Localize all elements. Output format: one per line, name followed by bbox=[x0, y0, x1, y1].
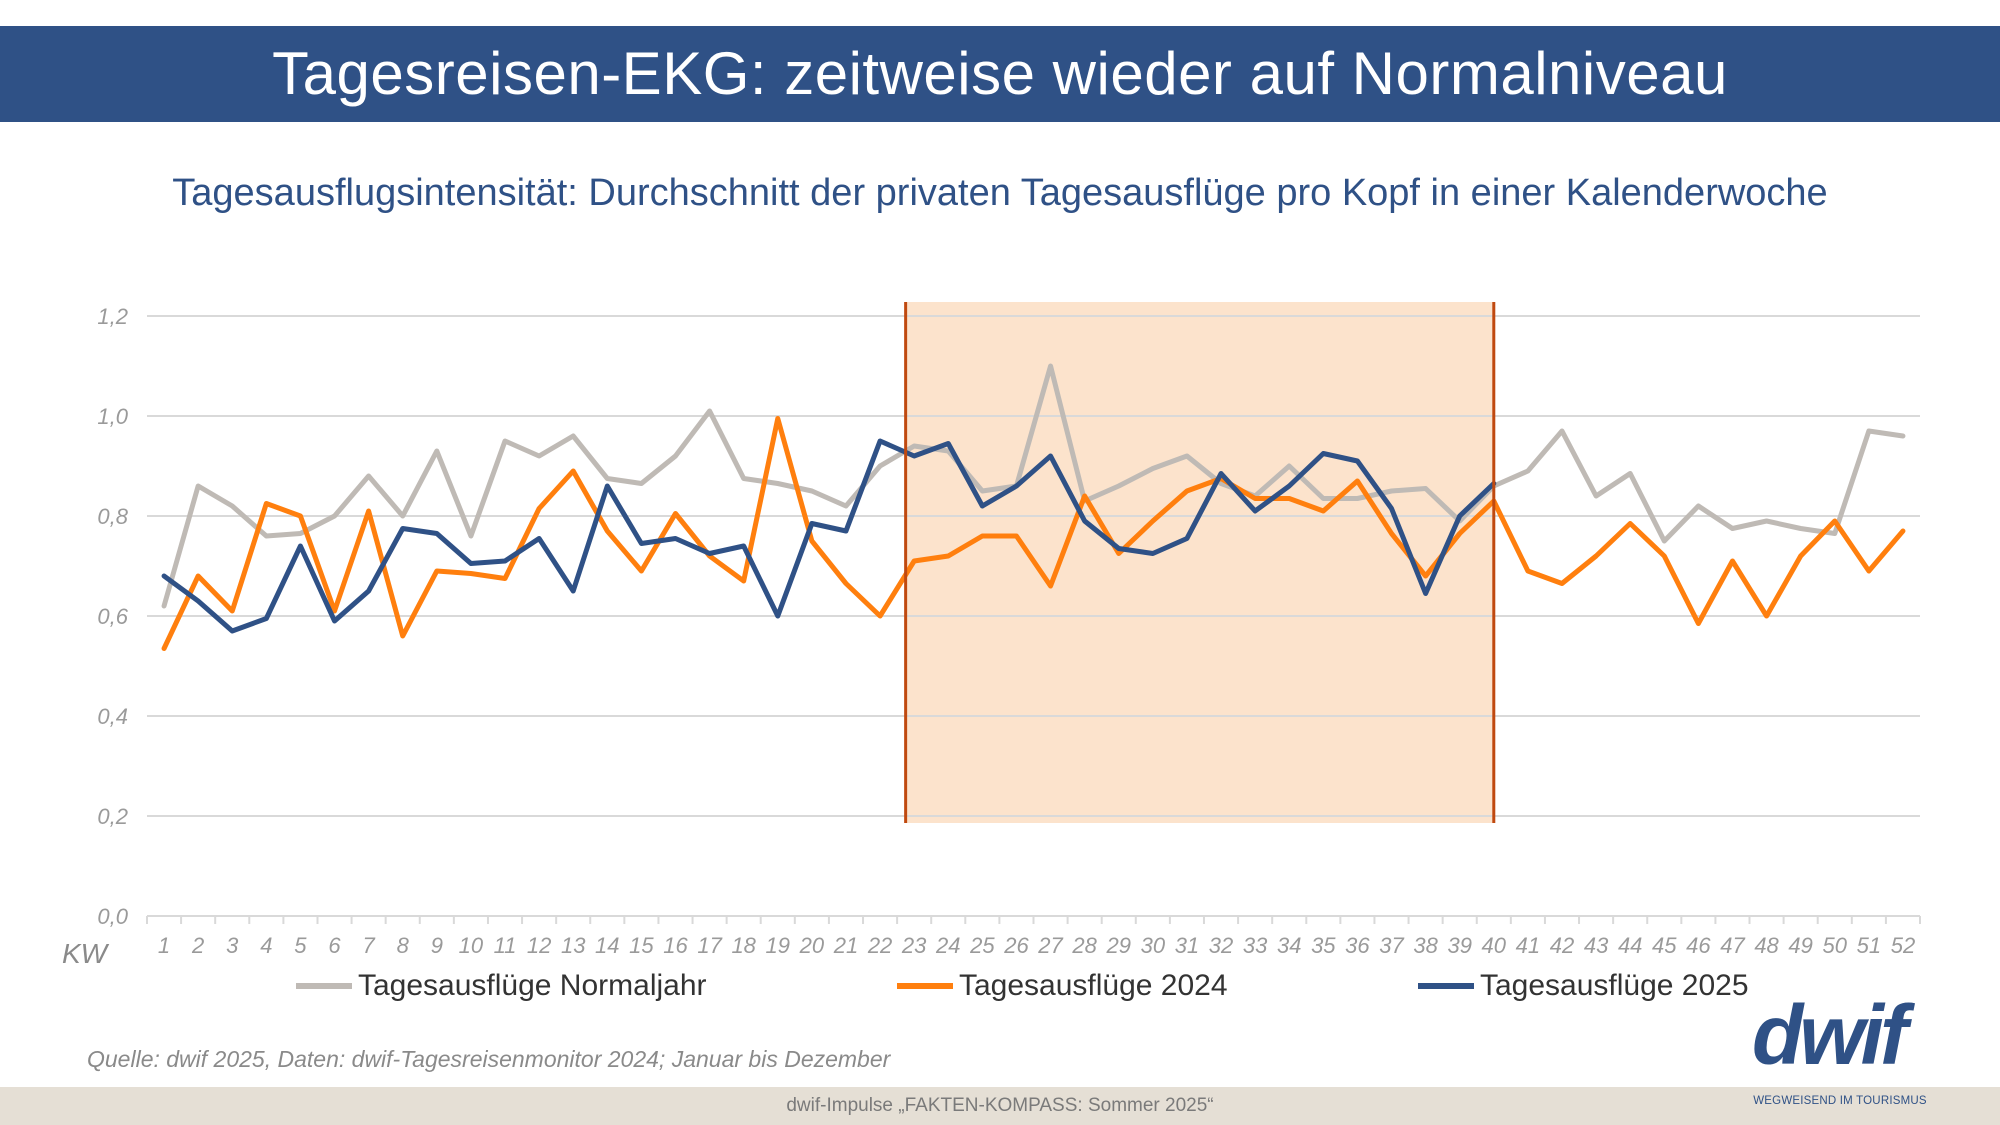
y-tick-label: 1,0 bbox=[97, 404, 128, 429]
x-tick-label: 17 bbox=[697, 933, 722, 958]
x-tick-label: 45 bbox=[1652, 933, 1677, 958]
x-tick-label: 46 bbox=[1686, 933, 1711, 958]
x-tick-label: 49 bbox=[1788, 933, 1812, 958]
y-tick-label: 1,2 bbox=[97, 304, 128, 329]
x-tick-label: 16 bbox=[663, 933, 688, 958]
x-axis-label: KW bbox=[62, 938, 110, 969]
footer-text: dwif-Impulse „FAKTEN-KOMPASS: Sommer 202… bbox=[786, 1095, 1214, 1116]
y-tick-label: 0,0 bbox=[97, 904, 128, 929]
x-tick-label: 39 bbox=[1447, 933, 1471, 958]
x-tick-label: 9 bbox=[431, 933, 443, 958]
x-tick-label: 34 bbox=[1277, 933, 1301, 958]
x-tick-label: 30 bbox=[1141, 933, 1166, 958]
legend-swatch bbox=[1418, 983, 1474, 989]
x-tick-label: 1 bbox=[158, 933, 170, 958]
x-tick-label: 4 bbox=[260, 933, 272, 958]
x-tick-label: 5 bbox=[294, 933, 307, 958]
legend-swatch bbox=[897, 983, 953, 989]
y-tick-label: 0,8 bbox=[97, 504, 128, 529]
x-tick-label: 29 bbox=[1105, 933, 1130, 958]
source-note: Quelle: dwif 2025, Daten: dwif-Tagesreis… bbox=[87, 1046, 891, 1072]
x-tick-label: 41 bbox=[1516, 933, 1540, 958]
legend-item-normaljahr: Tagesausflüge Normaljahr bbox=[296, 966, 707, 1006]
y-tick-label: 0,4 bbox=[97, 704, 128, 729]
x-tick-label: 44 bbox=[1618, 933, 1642, 958]
x-tick-label: 40 bbox=[1482, 933, 1507, 958]
x-tick-label: 10 bbox=[459, 933, 484, 958]
x-tick-label: 24 bbox=[935, 933, 960, 958]
x-tick-label: 48 bbox=[1754, 933, 1779, 958]
legend-label: Tagesausflüge Normaljahr bbox=[358, 969, 707, 1002]
dwif-logo: dwif bbox=[1752, 988, 1908, 1082]
page-title: Tagesreisen-EKG: zeitweise wieder auf No… bbox=[272, 40, 1728, 107]
x-tick-label: 6 bbox=[328, 933, 341, 958]
x-tick-label: 22 bbox=[867, 933, 892, 958]
x-tick-label: 42 bbox=[1550, 933, 1574, 958]
x-tick-label: 19 bbox=[766, 933, 790, 958]
x-tick-label: 38 bbox=[1413, 933, 1438, 958]
legend-label: Tagesausflüge 2025 bbox=[1480, 969, 1749, 1002]
x-tick-label: 7 bbox=[363, 933, 376, 958]
series-line-2025 bbox=[161, 438, 1497, 634]
x-tick-label: 52 bbox=[1891, 933, 1915, 958]
x-tick-label: 18 bbox=[731, 933, 756, 958]
y-tick-label: 0,2 bbox=[97, 804, 128, 829]
x-tick-label: 28 bbox=[1071, 933, 1097, 958]
x-tick-label: 12 bbox=[527, 933, 551, 958]
x-tick-label: 37 bbox=[1379, 933, 1404, 958]
series-line-2024 bbox=[161, 416, 1906, 651]
x-tick-label: 27 bbox=[1037, 933, 1063, 958]
x-tick-label: 50 bbox=[1823, 933, 1848, 958]
x-tick-label: 15 bbox=[629, 933, 654, 958]
x-tick-label: 13 bbox=[561, 933, 586, 958]
footer-band: dwif-Impulse „FAKTEN-KOMPASS: Sommer 202… bbox=[0, 1087, 2000, 1125]
highlight-region bbox=[905, 302, 1494, 823]
legend-label: Tagesausflüge 2024 bbox=[959, 969, 1228, 1002]
x-tick-label: 8 bbox=[397, 933, 410, 958]
x-tick-label: 43 bbox=[1584, 933, 1609, 958]
x-tick-label: 26 bbox=[1003, 933, 1029, 958]
x-tick-label: 32 bbox=[1209, 933, 1233, 958]
x-tick-label: 47 bbox=[1720, 933, 1745, 958]
logo-tagline: WEGWEISEND IM TOURISMUS bbox=[1753, 1095, 1927, 1107]
y-tick-label: 0,6 bbox=[97, 604, 128, 629]
x-tick-label: 51 bbox=[1857, 933, 1881, 958]
series-line-normaljahr bbox=[161, 363, 1906, 609]
legend-swatch bbox=[296, 983, 352, 989]
x-tick-label: 11 bbox=[494, 933, 517, 958]
chart-subtitle: Tagesausflugsintensität: Durchschnitt de… bbox=[172, 172, 1828, 214]
x-tick-label: 33 bbox=[1243, 933, 1268, 958]
x-tick-label: 2 bbox=[191, 933, 204, 958]
x-tick-label: 23 bbox=[901, 933, 927, 958]
x-tick-label: 14 bbox=[595, 933, 619, 958]
legend-item-2024: Tagesausflüge 2024 bbox=[897, 966, 1228, 1006]
x-tick-label: 36 bbox=[1345, 933, 1370, 958]
x-tick-label: 35 bbox=[1311, 933, 1336, 958]
x-tick-label: 31 bbox=[1175, 933, 1199, 958]
x-tick-label: 21 bbox=[833, 933, 858, 958]
x-tick-label: 25 bbox=[969, 933, 995, 958]
x-tick-label: 20 bbox=[799, 933, 825, 958]
legend-item-2025: Tagesausflüge 2025 bbox=[1418, 966, 1749, 1006]
x-tick-label: 3 bbox=[226, 933, 239, 958]
title-banner: Tagesreisen-EKG: zeitweise wieder auf No… bbox=[0, 26, 2000, 122]
